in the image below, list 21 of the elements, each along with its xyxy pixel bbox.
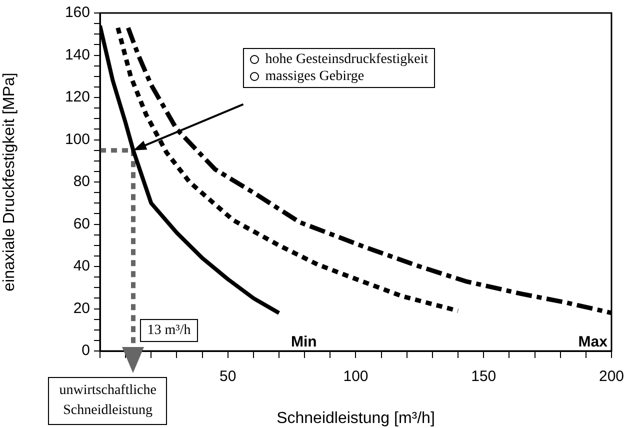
y-tick-label: 60 [73, 215, 90, 232]
annotation: hohe Gesteinsdruckfestigkeit massiges Gebirge [264, 51, 428, 86]
y-tick-label: 40 [73, 258, 90, 275]
x-tick-label: 100 [343, 368, 368, 386]
series-label: Max [578, 334, 608, 351]
annotation: 13 m³/h [147, 322, 191, 339]
y-axis-title: einaxiale Druckfestigkeit [MPa] [1, 72, 18, 292]
y-tick-label: 100 [64, 130, 90, 148]
y-tick-label: 120 [64, 88, 90, 106]
y-tick-label: 0 [82, 342, 90, 360]
x-tick-label: 50 [220, 368, 236, 386]
x-tick-label: 200 [598, 368, 624, 386]
y-tick-label: 80 [73, 173, 90, 190]
y-tick-label: 140 [64, 46, 90, 64]
y-tick-label: 20 [73, 300, 90, 317]
line-series [116, 26, 460, 314]
text: unwirtschaftliche Schneidleistung [59, 382, 156, 420]
y-tick-label: 160 [64, 4, 90, 22]
series-label: Min [291, 334, 317, 351]
x-tick-label: 150 [471, 368, 496, 386]
x-axis-title: Schneidleistung [m³/h] [276, 410, 435, 427]
